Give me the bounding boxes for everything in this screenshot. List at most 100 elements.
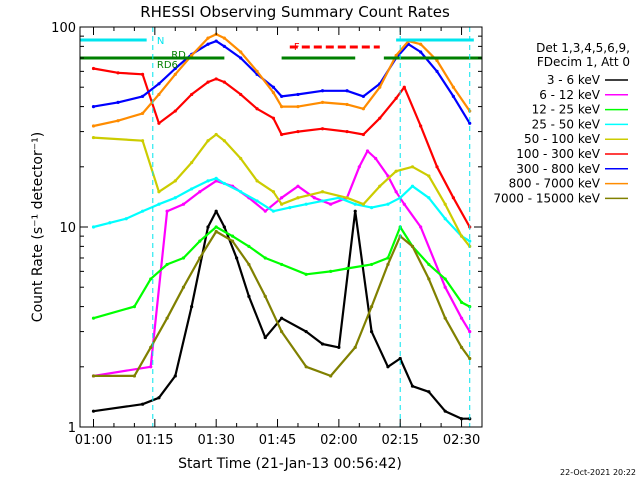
data-point <box>394 169 398 173</box>
data-point <box>378 116 382 120</box>
data-point <box>91 135 96 140</box>
data-point <box>255 107 259 111</box>
data-point <box>410 165 415 169</box>
data-point <box>173 196 177 200</box>
chart-title: RHESSI Observing Summary Count Rates <box>140 3 450 21</box>
data-point <box>222 44 226 48</box>
data-point <box>427 262 431 267</box>
data-point <box>222 181 226 186</box>
data-point <box>353 345 357 350</box>
data-point <box>263 294 267 298</box>
data-point <box>181 202 186 206</box>
data-point <box>468 329 472 334</box>
data-point <box>345 196 349 200</box>
data-point <box>329 269 333 273</box>
data-point <box>140 72 145 76</box>
data-point <box>91 104 96 109</box>
series-line-9 <box>93 230 471 377</box>
data-point <box>190 160 194 165</box>
data-point <box>386 256 390 260</box>
legend-label: 3 - 6 keV <box>547 73 601 87</box>
series-line-3 <box>93 225 471 320</box>
data-point <box>353 202 357 206</box>
legend-label: 6 - 12 keV <box>539 88 601 102</box>
data-point <box>288 206 292 210</box>
data-point <box>345 89 349 93</box>
data-point <box>149 365 153 369</box>
data-point <box>369 329 374 334</box>
data-point <box>198 256 202 260</box>
x-tick-label: 02:15 <box>381 433 418 448</box>
legend-label: 12 - 25 keV <box>532 103 601 117</box>
data-point <box>239 156 243 161</box>
data-point <box>255 69 259 73</box>
flag-label: RD <box>171 50 186 61</box>
data-point <box>157 190 161 194</box>
data-point <box>410 184 415 188</box>
flag-label: F <box>294 42 300 53</box>
data-point <box>402 85 406 89</box>
data-point <box>190 92 194 97</box>
data-point <box>91 124 96 128</box>
data-point <box>369 304 374 309</box>
data-point <box>173 109 177 113</box>
data-point <box>190 53 194 58</box>
data-point <box>157 396 161 400</box>
data-point <box>280 132 284 137</box>
data-point <box>361 202 366 206</box>
data-point <box>206 80 210 84</box>
data-point <box>386 262 390 267</box>
data-point <box>459 300 464 304</box>
data-point <box>443 202 447 206</box>
data-point <box>280 202 284 206</box>
data-point <box>435 165 439 169</box>
data-point <box>239 92 243 97</box>
data-point <box>230 234 235 238</box>
data-point <box>337 345 341 350</box>
data-point <box>173 374 177 378</box>
data-point <box>280 104 284 109</box>
flag-label: RD6 <box>157 60 178 71</box>
x-axis: 01:00 01:15 01:30 01:45 02:00 02:15 02:30 <box>75 27 483 448</box>
data-point <box>91 374 96 378</box>
data-point <box>271 85 276 89</box>
data-point <box>296 184 300 188</box>
data-point <box>140 94 145 98</box>
data-point <box>222 80 226 84</box>
data-point <box>443 285 447 289</box>
data-point <box>157 82 161 86</box>
data-point <box>459 417 464 421</box>
data-point <box>206 36 210 40</box>
data-point <box>214 229 218 234</box>
data-point <box>459 234 464 238</box>
data-point <box>235 256 239 260</box>
data-point <box>198 239 202 243</box>
x-tick-label: 01:15 <box>136 433 173 448</box>
data-point <box>410 244 415 248</box>
x-tick-label: 01:00 <box>75 433 112 448</box>
data-point <box>140 209 145 213</box>
data-point <box>132 304 136 309</box>
data-point <box>206 42 210 46</box>
data-point <box>239 190 243 194</box>
data-point <box>394 96 398 100</box>
data-point <box>91 225 96 229</box>
data-point <box>296 104 300 109</box>
data-point <box>459 316 464 320</box>
data-point <box>173 179 177 183</box>
data-point <box>280 316 284 320</box>
data-point <box>402 202 406 206</box>
legend-header-line-1: Det 1,3,4,5,6,9, <box>536 41 630 55</box>
data-point <box>365 149 370 153</box>
data-point <box>91 316 96 320</box>
data-point <box>443 217 447 221</box>
data-point <box>304 272 308 276</box>
data-point <box>427 196 431 200</box>
data-point <box>374 156 378 161</box>
data-point <box>361 132 366 137</box>
data-point <box>132 374 136 378</box>
